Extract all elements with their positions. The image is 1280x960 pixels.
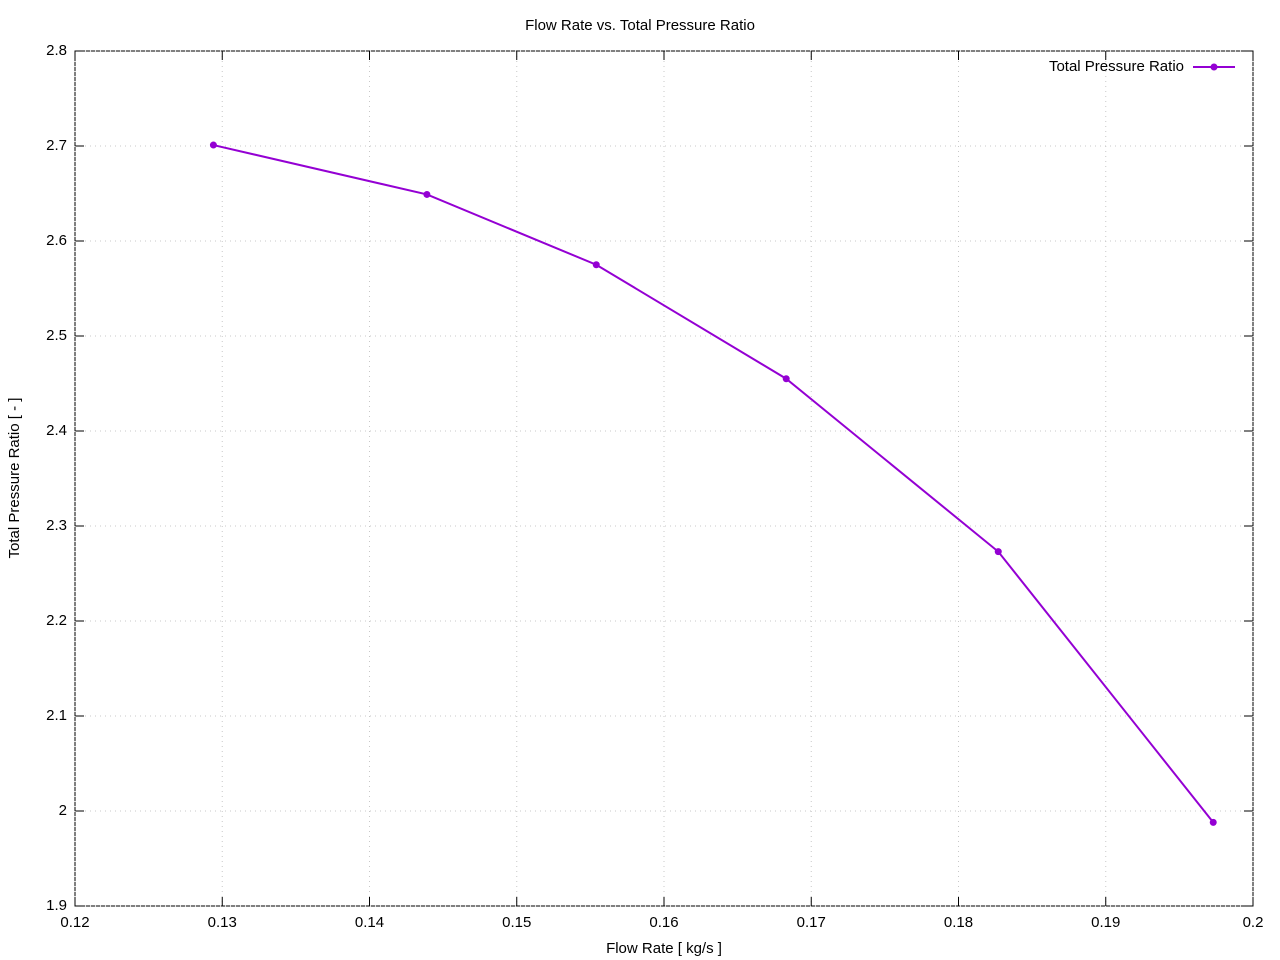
- x-axis-label: Flow Rate [ kg/s ]: [606, 940, 722, 957]
- data-point: [209, 141, 217, 149]
- plot-frame: [74, 50, 1254, 907]
- data-line: [213, 144, 1215, 824]
- x-tick-label: 0.12: [60, 914, 89, 931]
- y-tick-label: 2.4: [46, 422, 67, 439]
- data-point: [782, 375, 790, 383]
- x-tick-label: 0.15: [502, 914, 531, 931]
- y-tick-label: 2.5: [46, 327, 67, 344]
- legend-label: Total Pressure Ratio: [1049, 58, 1184, 75]
- x-tick-label: 0.2: [1243, 914, 1264, 931]
- x-tick-label: 0.18: [944, 914, 973, 931]
- x-tick-label: 0.14: [355, 914, 384, 931]
- data-point: [423, 190, 431, 198]
- chart-title: Flow Rate vs. Total Pressure Ratio: [525, 17, 755, 34]
- legend-point: [1210, 63, 1218, 71]
- data-point: [1209, 818, 1217, 826]
- y-tick-label: 2.8: [46, 42, 67, 59]
- data-point: [592, 261, 600, 269]
- y-tick-label: 2.3: [46, 517, 67, 534]
- data-point: [994, 548, 1002, 556]
- y-tick-label: 1.9: [46, 897, 67, 914]
- x-tick-label: 0.13: [208, 914, 237, 931]
- y-tick-label: 2.2: [46, 612, 67, 629]
- x-tick-label: 0.17: [797, 914, 826, 931]
- y-tick-label: 2.1: [46, 707, 67, 724]
- x-tick-label: 0.16: [649, 914, 678, 931]
- x-tick-label: 0.19: [1091, 914, 1120, 931]
- y-axis-label: Total Pressure Ratio [ - ]: [6, 398, 23, 559]
- y-tick-label: 2.7: [46, 137, 67, 154]
- y-tick-label: 2: [59, 802, 67, 819]
- y-tick-label: 2.6: [46, 232, 67, 249]
